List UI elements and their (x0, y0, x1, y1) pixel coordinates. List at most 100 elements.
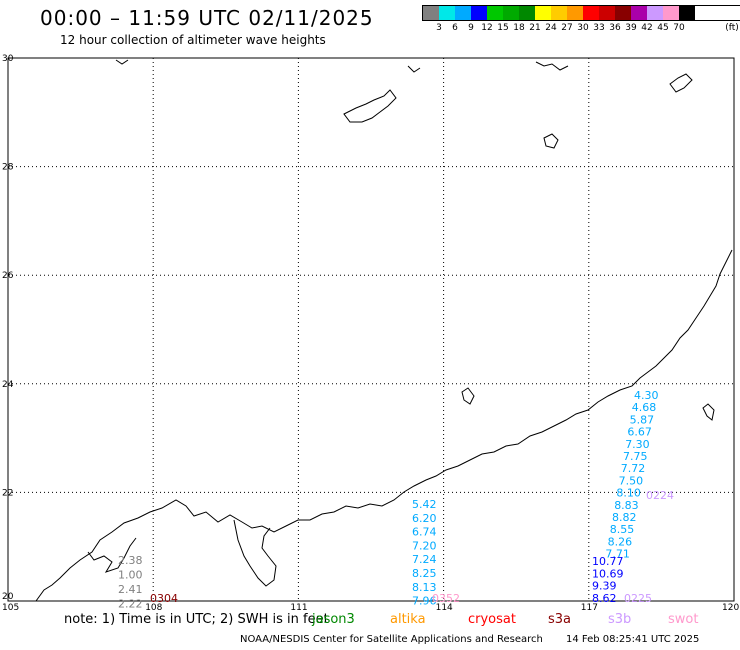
wave-height-label: 7.72 (621, 462, 646, 475)
pass-time-label: 0352 (432, 592, 460, 605)
legend-tick-label: 15 (497, 23, 509, 33)
wave-height-label: 8.62 (592, 592, 617, 605)
wave-height-label: 1.00 (118, 569, 143, 582)
satellite-jason3: jason3 (312, 612, 355, 627)
legend-tick-label: 45 (657, 23, 669, 33)
satellite-altika: altika (390, 612, 426, 627)
x-tick-label: 114 (436, 603, 453, 613)
legend-swatch (583, 6, 599, 20)
legend-swatch (615, 6, 631, 20)
map-frame (7, 57, 735, 602)
wave-height-label: 8.25 (412, 567, 437, 580)
legend-tick-label: 70 (673, 23, 685, 33)
y-tick-label: 30 (2, 54, 14, 64)
pass-time-label: 0224 (646, 489, 674, 502)
wave-height-label: 7.71 (605, 548, 630, 561)
legend-swatch (663, 6, 679, 20)
legend-swatch (439, 6, 455, 20)
legend-swatch (455, 6, 471, 20)
wave-height-label: 8.82 (612, 511, 637, 524)
map-title: 00:00 – 11:59 UTC 02/11/2025 (40, 6, 374, 30)
footer-note: note: 1) Time is in UTC; 2) SWH is in fe… (64, 612, 329, 627)
wave-height-label: 8.55 (610, 523, 635, 536)
legend-tick-label: 18 (513, 23, 525, 33)
wave-height-label: 5.87 (630, 413, 655, 426)
wave-height-label: 10.69 (592, 567, 624, 580)
island-northeast (669, 73, 693, 93)
x-tick-label: 108 (145, 603, 162, 613)
legend-swatch (487, 6, 503, 20)
island-taiwan (702, 403, 715, 421)
satellite-cryosat: cryosat (468, 612, 516, 627)
map-subtitle: 12 hour collection of altimeter wave hei… (60, 33, 326, 47)
wave-height-label: 2.41 (118, 583, 143, 596)
legend-tick-label: 24 (545, 23, 557, 33)
legend-swatch (647, 6, 663, 20)
satellite-s3b: s3b (608, 612, 632, 627)
wave-height-label: 7.96 (412, 595, 437, 608)
y-tick-label: 22 (2, 488, 13, 498)
legend-tick-label: 42 (641, 23, 653, 33)
wave-height-label: 7.50 (619, 474, 644, 487)
wave-height-label: 2.22 (118, 598, 143, 611)
legend-tick-label: 33 (593, 23, 605, 33)
legend-color-bar (422, 5, 740, 21)
legend-tick-label: 21 (529, 23, 541, 33)
legend-swatch (423, 6, 439, 20)
island-north-cluster (343, 89, 397, 123)
coastline-bay (233, 519, 277, 587)
legend-swatch (471, 6, 487, 20)
island-mid (461, 387, 475, 405)
wave-height-label: 4.68 (632, 401, 657, 414)
legend-unit: (ft) (725, 23, 739, 33)
island-east-small (543, 133, 559, 149)
legend-swatch (679, 6, 695, 20)
y-tick-label: 20 (2, 592, 14, 602)
wave-height-label: 6.20 (412, 512, 437, 525)
wave-height-label: 6.74 (412, 526, 437, 539)
wave-height-label: 4.30 (634, 389, 659, 402)
legend-tick-label: 30 (577, 23, 589, 33)
wave-height-label: 6.67 (627, 426, 652, 439)
legend-labels: (ft) 3 6 9 12 15 18 21 24 27 30 33 36 39 42 45 70 (422, 21, 740, 35)
wave-height-label: 8.26 (608, 535, 633, 548)
x-tick-label: 120 (722, 603, 739, 613)
y-tick-label: 24 (2, 380, 14, 390)
wave-height-label: 5.42 (412, 498, 437, 511)
legend-swatch (535, 6, 551, 20)
legend-swatch (567, 6, 583, 20)
wave-height-label: 7.20 (412, 539, 437, 552)
wave-height-label: 2.38 (118, 554, 143, 567)
pass-time-label: 0304 (150, 592, 178, 605)
wave-height-label: 9.39 (592, 580, 617, 593)
coastline-mainland (35, 249, 733, 602)
wave-height-label: 8.10 (616, 487, 641, 500)
legend-swatch (599, 6, 615, 20)
wave-height-label: 7.75 (623, 450, 648, 463)
legend-swatch (631, 6, 647, 20)
legend-swatch (503, 6, 519, 20)
coastline-gulf (87, 537, 137, 573)
legend-swatch (519, 6, 535, 20)
timestamp: 14 Feb 08:25:41 UTC 2025 (566, 634, 700, 645)
y-tick-label: 26 (2, 271, 14, 281)
legend-swatch (551, 6, 567, 20)
track-labels: 2.38 1.002.41 2.22 0304 5.426.206.747.207.24… (118, 389, 674, 611)
wave-height-label: 10.77 (592, 555, 624, 568)
wave-height-label: 7.30 (625, 438, 650, 451)
pass-time-label: 0225 (624, 592, 652, 605)
legend-tick-label: 27 (561, 23, 573, 33)
y-tick-label: 28 (2, 163, 14, 173)
satellite-s3a: s3a (548, 612, 572, 627)
legend-tick-label: 6 (452, 23, 458, 33)
wave-height-label: 7.24 (412, 553, 437, 566)
x-tick-label: 105 (2, 603, 19, 613)
legend-tick-label: 3 (436, 23, 442, 33)
legend-tick-label: 39 (625, 23, 637, 33)
legend-tick-label: 12 (481, 23, 493, 33)
coastline (35, 59, 733, 602)
wave-height-label: 8.13 (412, 581, 437, 594)
wave-height-label: 8.83 (614, 499, 639, 512)
color-legend: (ft) 3 6 9 12 15 18 21 24 27 30 33 36 39 42 45 70 (422, 5, 740, 35)
